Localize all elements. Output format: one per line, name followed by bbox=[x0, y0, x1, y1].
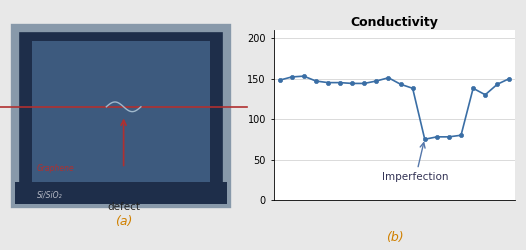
Title: Conductivity: Conductivity bbox=[350, 16, 439, 29]
Text: Imperfection: Imperfection bbox=[382, 143, 449, 182]
Text: defect: defect bbox=[107, 202, 140, 212]
Bar bbox=[32, 41, 210, 190]
Text: (b): (b) bbox=[386, 230, 403, 243]
Text: Graphene: Graphene bbox=[37, 164, 75, 173]
Text: Si/SiO₂: Si/SiO₂ bbox=[37, 190, 63, 199]
Text: (a): (a) bbox=[115, 215, 133, 228]
Bar bbox=[15, 182, 227, 204]
Bar bbox=[15, 28, 227, 204]
